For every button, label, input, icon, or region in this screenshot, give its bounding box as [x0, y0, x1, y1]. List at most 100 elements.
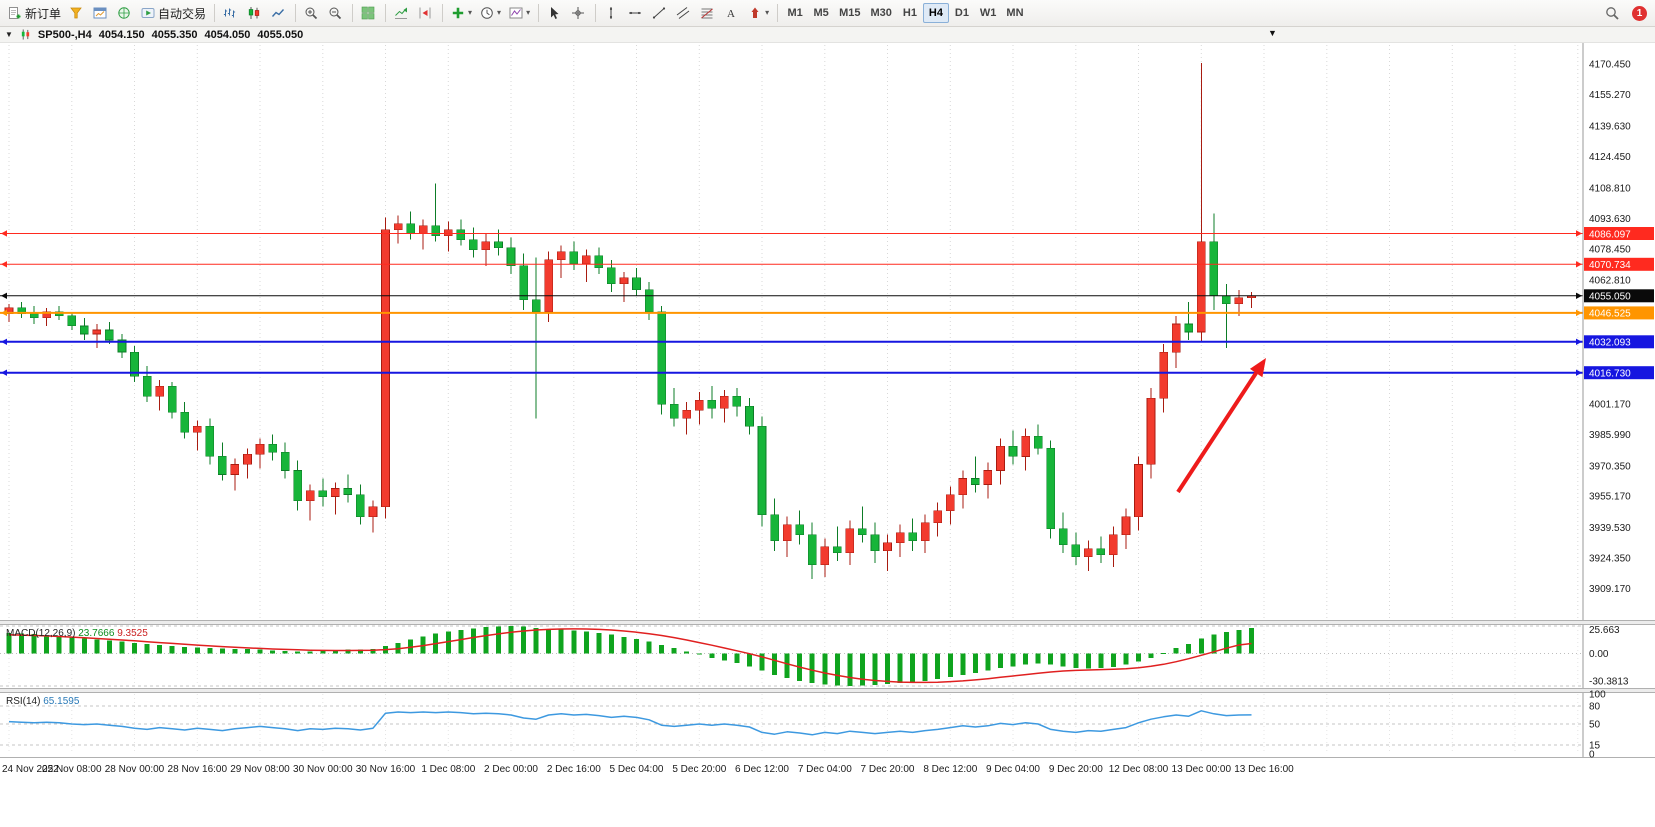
svg-text:29 Nov 08:00: 29 Nov 08:00 [230, 764, 290, 775]
crosshair-button[interactable] [567, 2, 591, 24]
macd-signal-line [8, 628, 1252, 684]
price-axis-labels: 4170.450 4155.270 4139.630 4124.450 4108.810… [1589, 60, 1631, 595]
candlestick-icon [20, 29, 31, 40]
panel-splitter[interactable] [0, 620, 1655, 625]
vertical-line-button[interactable] [600, 2, 624, 24]
horizontal-line-button[interactable] [624, 2, 648, 24]
channel-icon [676, 6, 690, 20]
svg-text:25 Nov 08:00: 25 Nov 08:00 [42, 764, 102, 775]
fibonacci-button[interactable] [696, 2, 720, 24]
svg-text:4139.630: 4139.630 [1589, 122, 1631, 133]
zoom-in-button[interactable] [300, 2, 324, 24]
support-line-4032[interactable] [0, 338, 1583, 346]
support-line-4016-price-tag: 4016.730 [1584, 366, 1654, 380]
line-chart-mode-button[interactable] [267, 2, 291, 24]
notifications-badge[interactable]: 1 [1632, 5, 1647, 21]
timeframe-m30-button[interactable]: M30 [866, 3, 897, 23]
zoom-in-icon [304, 6, 318, 20]
svg-text:4032.093: 4032.093 [1589, 338, 1631, 349]
ohlc-open: 4054.150 [98, 28, 145, 41]
bars-icon [223, 6, 237, 20]
svg-text:2 Dec 16:00: 2 Dec 16:00 [547, 764, 601, 775]
auto-trading-button[interactable]: 自动交易 [137, 2, 210, 24]
svg-text:3970.350: 3970.350 [1589, 461, 1631, 472]
one-click-trading-caret[interactable]: ▼ [1268, 28, 1277, 38]
svg-text:5 Dec 04:00: 5 Dec 04:00 [610, 764, 664, 775]
periods-button[interactable]: ▾ [476, 2, 505, 24]
pivot-line-4046[interactable] [0, 309, 1583, 317]
funnel-tool-button[interactable] [65, 2, 89, 24]
macd-histogram [6, 626, 1254, 686]
timeframe-mn-button[interactable]: MN [1001, 3, 1028, 23]
chart-window-icon [93, 6, 107, 20]
ohlc-low: 4054.050 [204, 28, 251, 41]
svg-text:4124.450: 4124.450 [1589, 152, 1631, 163]
trendline-icon [652, 6, 666, 20]
support-line-4016[interactable] [0, 369, 1583, 376]
rsi-line [8, 710, 1252, 736]
timeframe-m5-button[interactable]: M5 [808, 3, 834, 23]
svg-text:4016.730: 4016.730 [1589, 369, 1631, 380]
trend-arrow[interactable] [1176, 358, 1266, 494]
auto-scroll-button[interactable] [390, 2, 414, 24]
new-order-button[interactable]: 新订单 [4, 2, 65, 24]
symbol-strip: ▼ SP500-,H4 4054.150 4055.350 4054.050 4… [0, 27, 1655, 43]
svg-text:4078.450: 4078.450 [1589, 244, 1631, 255]
toolbar-separator [385, 4, 387, 22]
new-chart-button[interactable] [89, 2, 113, 24]
svg-text:28 Nov 00:00: 28 Nov 00:00 [105, 764, 165, 775]
toolbar-separator [352, 4, 354, 22]
symbol-title: SP500-,H4 [37, 28, 92, 41]
svg-text:50: 50 [1589, 720, 1601, 731]
candlestick-mode-button[interactable] [243, 2, 267, 24]
candles-icon [247, 6, 261, 20]
resistance-line-4070[interactable] [0, 261, 1583, 268]
text-label-button[interactable]: A [720, 2, 744, 24]
svg-text:4155.270: 4155.270 [1589, 90, 1631, 101]
svg-text:3955.170: 3955.170 [1589, 492, 1631, 503]
bid-price-line[interactable] [0, 292, 1583, 299]
svg-text:4093.630: 4093.630 [1589, 214, 1631, 225]
timeframe-h4-button[interactable]: H4 [922, 3, 949, 23]
chart-shift-button[interactable] [414, 2, 438, 24]
hline-icon [628, 6, 642, 20]
bar-chart-mode-button[interactable] [219, 2, 243, 24]
resistance-line-4086[interactable] [0, 230, 1583, 237]
dropdown-caret-icon: ▾ [497, 8, 502, 17]
tile-windows-button[interactable] [357, 2, 381, 24]
zoom-out-icon [328, 6, 342, 20]
search-button[interactable] [1601, 2, 1625, 24]
support-line-4032-price-tag: 4032.093 [1584, 335, 1654, 349]
toolbar-separator [214, 4, 216, 22]
profiles-icon [117, 6, 131, 20]
zoom-out-button[interactable] [324, 2, 348, 24]
arrows-button[interactable]: ▾ [744, 2, 773, 24]
svg-text:2 Dec 00:00: 2 Dec 00:00 [484, 764, 538, 775]
timeframe-m15-button[interactable]: M15 [834, 3, 865, 23]
clock-icon [480, 6, 494, 20]
panel-splitter[interactable] [0, 688, 1655, 693]
svg-text:12 Dec 08:00: 12 Dec 08:00 [1109, 764, 1169, 775]
crosshair-icon [571, 6, 585, 20]
symbol-dropdown-caret[interactable]: ▼ [5, 30, 13, 39]
timeframe-d1-button[interactable]: D1 [949, 3, 975, 23]
svg-text:15: 15 [1589, 741, 1601, 752]
equidistant-channel-button[interactable] [672, 2, 696, 24]
svg-text:4086.097: 4086.097 [1589, 229, 1631, 240]
arrows-icon [748, 6, 762, 20]
trendline-button[interactable] [648, 2, 672, 24]
timeframe-h1-button[interactable]: H1 [897, 3, 923, 23]
timeframe-m1-button[interactable]: M1 [782, 3, 808, 23]
svg-text:6 Dec 12:00: 6 Dec 12:00 [735, 764, 789, 775]
templates-button[interactable]: ▾ [505, 2, 534, 24]
svg-text:30 Nov 00:00: 30 Nov 00:00 [293, 764, 353, 775]
cursor-button[interactable] [543, 2, 567, 24]
timeframe-w1-button[interactable]: W1 [975, 3, 1002, 23]
macd-title: MACD(12,26,9) 23.7666 9.3525 [6, 628, 148, 639]
svg-text:8 Dec 12:00: 8 Dec 12:00 [923, 764, 977, 775]
indicators-button[interactable]: ▾ [447, 2, 476, 24]
profiles-button[interactable] [113, 2, 137, 24]
search-icon [1605, 6, 1619, 20]
